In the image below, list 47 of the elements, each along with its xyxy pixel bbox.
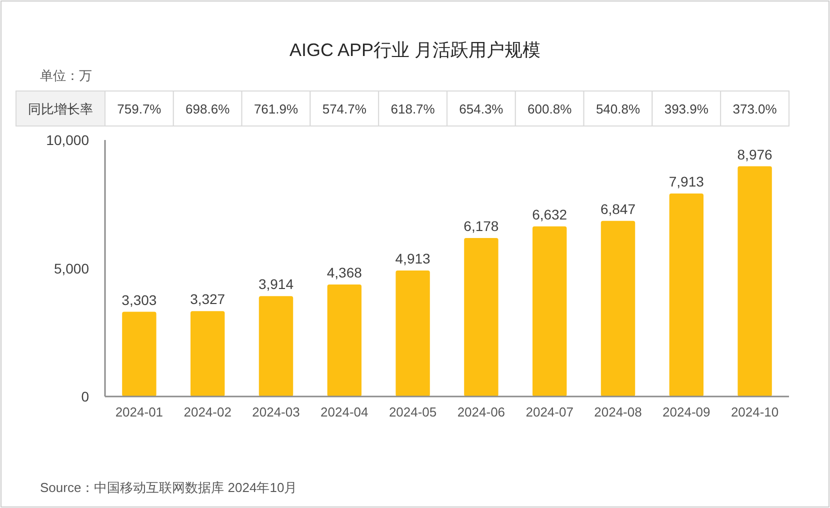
chart-title: AIGC APP行业 月活跃用户规模 bbox=[289, 40, 541, 60]
text: 600.8% bbox=[528, 102, 572, 116]
text: 761.9% bbox=[254, 102, 298, 116]
x-tick-label: 2024-01 bbox=[115, 404, 164, 420]
bar bbox=[190, 311, 225, 396]
bar bbox=[738, 166, 772, 396]
data-label: 8,976 bbox=[737, 146, 773, 162]
data-label: 6,847 bbox=[600, 200, 636, 217]
x-tick-label: 2024-07 bbox=[526, 404, 574, 420]
text: 393.9% bbox=[664, 102, 709, 116]
bar bbox=[669, 194, 704, 396]
x-tick-label: 2024-08 bbox=[594, 404, 642, 420]
bar bbox=[327, 284, 362, 396]
x-tick-label: 2024-06 bbox=[457, 404, 506, 420]
text: 618.7% bbox=[390, 102, 436, 116]
x-tick-label: 2024-09 bbox=[662, 404, 710, 420]
bar bbox=[122, 312, 156, 396]
y-tick-label: 10,000 bbox=[46, 132, 90, 148]
text: 540.8% bbox=[596, 102, 640, 116]
data-label: 4,913 bbox=[395, 250, 431, 266]
data-label: 7,913 bbox=[668, 174, 704, 190]
y-tick-label: 5,000 bbox=[54, 260, 90, 276]
source-note: Source：中国移动互联网数据库 2024年10月 bbox=[40, 480, 298, 495]
y-axis-title: 单位：万 bbox=[40, 68, 92, 83]
data-label: 6,632 bbox=[532, 206, 568, 222]
x-tick-label: 2024-10 bbox=[730, 404, 779, 420]
x-tick-label: 2024-03 bbox=[252, 404, 300, 420]
data-label: 3,303 bbox=[122, 292, 157, 308]
data-label: 3,327 bbox=[190, 291, 226, 308]
text: 654.3% bbox=[459, 102, 504, 116]
x-tick-label: 2024-02 bbox=[184, 404, 232, 420]
data-label: 3,914 bbox=[258, 276, 294, 292]
text: 574.7% bbox=[322, 102, 367, 116]
text: 同比增长率 bbox=[28, 102, 93, 116]
bar bbox=[532, 226, 567, 396]
data-label: 6,178 bbox=[464, 218, 499, 234]
text: 373.0% bbox=[732, 102, 778, 116]
text: 759.7% bbox=[117, 102, 162, 116]
text: 698.6% bbox=[186, 102, 230, 116]
bar bbox=[258, 296, 294, 396]
data-label: 4,368 bbox=[326, 264, 362, 280]
bar bbox=[464, 238, 498, 396]
bar bbox=[600, 220, 636, 396]
bar bbox=[396, 270, 430, 396]
y-tick-label: 0 bbox=[81, 388, 90, 404]
x-tick-label: 2024-05 bbox=[388, 404, 437, 420]
x-tick-label: 2024-04 bbox=[320, 404, 368, 420]
